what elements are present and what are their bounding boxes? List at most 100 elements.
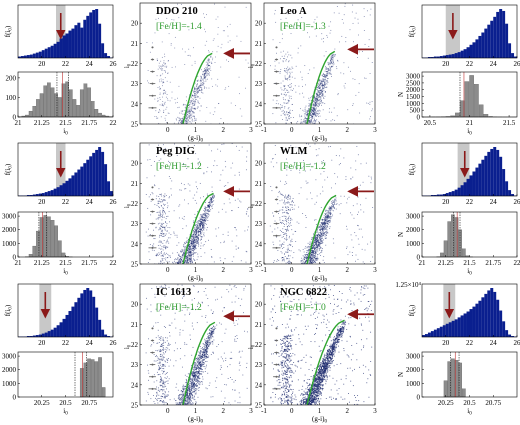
cmd-point — [200, 69, 202, 71]
cmd-point — [211, 62, 212, 64]
cmd-point — [286, 238, 288, 240]
cmd-point — [305, 124, 306, 125]
cmd-point — [320, 238, 322, 240]
cmd-point — [231, 143, 233, 144]
cmd-point — [191, 261, 193, 263]
cmd-point — [191, 236, 193, 238]
cmd-point — [183, 265, 184, 266]
cmd-point — [190, 261, 192, 263]
cmd-point — [329, 70, 331, 72]
cmd-point — [311, 96, 313, 97]
cmd-point — [210, 199, 212, 201]
cmd-point — [357, 57, 358, 58]
cmd-point — [314, 120, 316, 122]
cmd-point — [286, 226, 288, 228]
cmd-point — [180, 112, 182, 114]
cmd-point — [290, 87, 292, 89]
cmd-point — [304, 127, 305, 128]
cmd-point — [186, 257, 188, 259]
cmd-point — [301, 125, 302, 126]
cmd-point — [161, 13, 163, 15]
cmd-point — [312, 261, 313, 263]
dd210-lf-bar — [50, 45, 54, 58]
cmd-point — [372, 206, 374, 208]
cmd-point — [314, 163, 316, 165]
cmd-point — [181, 120, 183, 122]
cmd-point — [156, 59, 158, 61]
cmd-point — [173, 232, 175, 234]
cmd-point — [279, 209, 281, 211]
cmd-point — [324, 213, 326, 215]
cmd-point — [169, 100, 171, 102]
cmd-point — [316, 119, 318, 121]
cmd-point — [182, 267, 183, 268]
dd210-lf-bar — [32, 53, 36, 58]
leoa-lf-bar — [466, 47, 470, 58]
cmd-point — [350, 167, 352, 169]
cmd-point — [245, 6, 247, 8]
cmd-point — [165, 108, 167, 110]
cmd-point — [189, 267, 190, 268]
cmd-point — [290, 224, 292, 226]
cmd-point — [320, 100, 322, 102]
cmd-point — [315, 111, 316, 113]
cmd-point — [195, 246, 196, 247]
cmd-point — [284, 106, 286, 107]
cmd-point — [307, 242, 309, 244]
leoa-lf-ylabel: f(i0) — [408, 25, 418, 37]
cmd-point — [147, 70, 149, 71]
cmd-point — [180, 3, 182, 5]
cmd-point — [186, 117, 188, 119]
cmd-point — [211, 150, 213, 152]
pegdig-lf-bar — [101, 151, 105, 196]
cmd-point — [331, 56, 333, 58]
cmd-point — [332, 62, 334, 64]
cmd-point — [175, 102, 177, 104]
cmd-point — [184, 261, 185, 263]
cmd-point — [162, 92, 164, 94]
cmd-point — [210, 171, 212, 173]
cmd-point — [177, 265, 178, 266]
cmd-point — [342, 22, 344, 24]
cmd-point — [300, 119, 302, 121]
cmd-point — [304, 119, 306, 121]
cmd-point — [287, 262, 289, 264]
cmd-point — [189, 251, 191, 252]
cmd-point — [193, 236, 195, 238]
ic1613-lf-bar — [35, 335, 39, 337]
cmd-point — [211, 207, 213, 209]
cmd-point — [168, 232, 170, 234]
cmd-point — [311, 110, 313, 112]
cmd-point — [319, 99, 321, 101]
cmd-point — [312, 237, 314, 239]
cmd-point — [315, 113, 317, 115]
cmd-point — [321, 219, 323, 221]
cmd-point — [315, 102, 317, 104]
dd210-trgb-bar — [98, 112, 102, 118]
wlm-lf-bar — [478, 163, 482, 196]
cmd-point — [329, 108, 331, 110]
pegdig-lf-bar — [35, 194, 39, 196]
cmd-point — [333, 201, 335, 203]
cmd-point — [186, 252, 188, 254]
cmd-point — [307, 32, 308, 34]
cmd-point — [283, 241, 285, 243]
cmd-point — [330, 59, 332, 61]
cmd-point — [176, 267, 177, 268]
leoa-trgb-ytick-label: 3000 — [406, 73, 421, 81]
cmd-point — [326, 67, 328, 69]
cmd-point — [286, 56, 288, 58]
cmd-point — [312, 126, 313, 127]
cmd-point — [181, 260, 183, 262]
cmd-point — [226, 59, 227, 61]
cmd-point — [194, 104, 196, 106]
cmd-point — [190, 101, 192, 103]
cmd-point — [207, 209, 209, 211]
cmd-point — [220, 47, 222, 49]
cmd-point — [211, 85, 213, 87]
cmd-point — [305, 126, 306, 127]
cmd-point — [323, 76, 325, 78]
cmd-point — [317, 154, 319, 156]
cmd-point — [313, 106, 315, 108]
dd210-lf-panel: 20 22 24 26f(i0) — [4, 4, 117, 68]
